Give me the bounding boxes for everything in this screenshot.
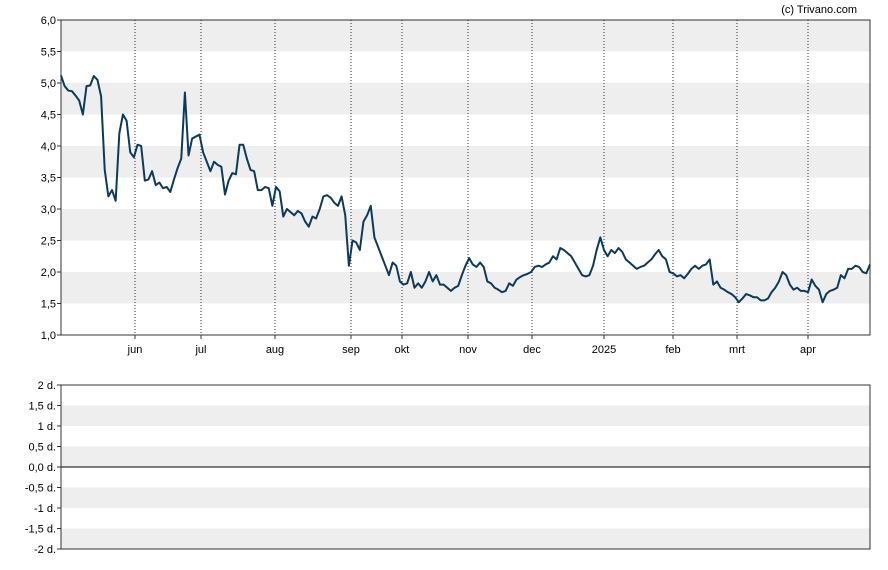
y-tick-label: 3,5	[41, 173, 56, 185]
credit-label: (c) Trivano.com	[781, 4, 857, 16]
y-tick-label: 2,0	[41, 267, 56, 279]
dividend-y-tick-label: -1 d.	[34, 503, 56, 515]
x-tick-label: nov	[459, 344, 477, 356]
price-grid-band	[61, 146, 870, 178]
x-tick-label: 2025	[592, 344, 616, 356]
price-grid-band	[61, 272, 870, 304]
x-tick-label: apr	[800, 344, 816, 356]
price-grid-band	[61, 83, 870, 115]
x-tick-label: jun	[127, 344, 143, 356]
dividend-y-tick-label: 1,5 d.	[28, 401, 56, 413]
dividend-plot-frame	[60, 384, 871, 550]
price-plot-frame	[60, 19, 871, 336]
dividend-grid-band	[61, 405, 870, 426]
price-grid-band	[61, 209, 870, 241]
x-tick-label: dec	[523, 344, 541, 356]
y-tick-label: 4,5	[41, 110, 56, 122]
y-tick-label: 3,0	[41, 204, 56, 216]
x-tick-label: feb	[665, 344, 680, 356]
price-grid-band	[61, 20, 870, 52]
x-tick-label: jul	[194, 344, 206, 356]
y-tick-label: 5,0	[41, 78, 56, 90]
dividend-y-tick-label: 1 d.	[38, 421, 56, 433]
y-tick-label: 1,0	[41, 330, 56, 342]
y-tick-label: 1,5	[41, 299, 56, 311]
x-tick-label: aug	[266, 344, 284, 356]
dividend-y-tick-label: 0,5 d.	[28, 442, 56, 454]
dividend-y-tick-label: -1,5 d.	[25, 524, 56, 536]
y-tick-label: 5,5	[41, 47, 56, 59]
price-series-line	[60, 75, 871, 304]
dividend-y-tick-label: -0,5 d.	[25, 483, 56, 495]
dividend-y-tick-label: 2 d.	[38, 380, 56, 392]
x-tick-label: mrt	[729, 344, 745, 356]
y-tick-label: 6,0	[41, 15, 56, 27]
dividend-grid-band	[61, 446, 870, 467]
x-tick-label: okt	[395, 344, 410, 356]
dividend-grid-band	[61, 487, 870, 508]
y-tick-label: 2,5	[41, 236, 56, 248]
dividend-y-tick-label: 0,0 d.	[28, 462, 56, 474]
y-tick-label: 4,0	[41, 141, 56, 153]
dividend-y-tick-label: -2 d.	[34, 544, 56, 556]
dividend-grid-band	[61, 528, 870, 549]
x-tick-label: sep	[342, 344, 360, 356]
